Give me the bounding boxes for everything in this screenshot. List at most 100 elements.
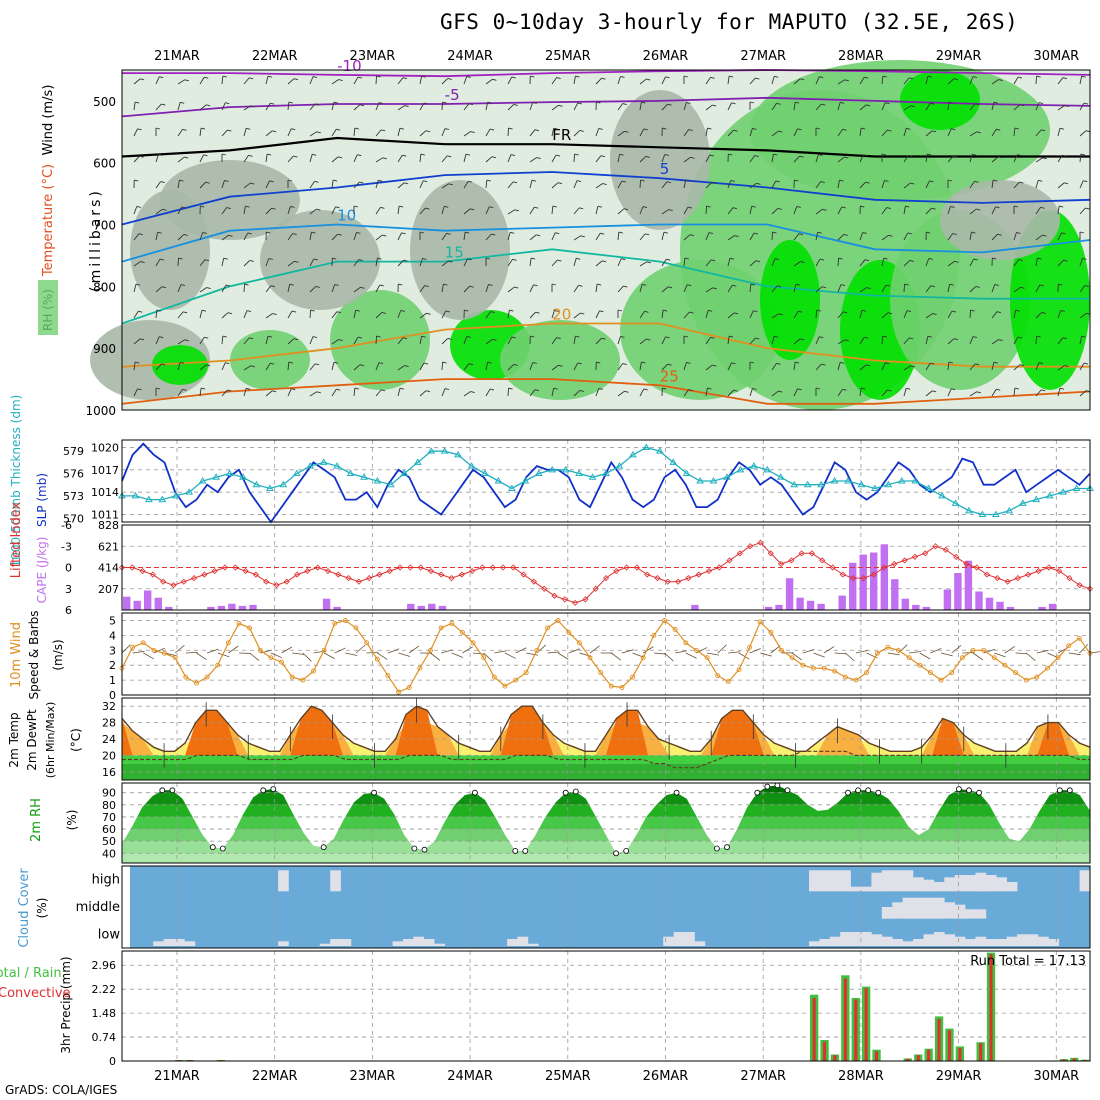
lifted-index-point	[180, 578, 187, 585]
wind-barb-flag	[663, 309, 668, 312]
wind-barb	[727, 336, 730, 345]
wind-barb	[881, 180, 885, 189]
wind-barb-flag	[270, 102, 275, 105]
wind-barb-10m	[643, 646, 654, 654]
wind-barb-flag	[795, 101, 800, 104]
wind-barb-flag	[973, 258, 978, 261]
wind-barb-flag	[201, 309, 207, 312]
rh-region	[610, 90, 710, 230]
wind-barb	[529, 234, 537, 241]
wind-barb-flag	[1060, 310, 1065, 312]
wind-barb	[793, 388, 798, 397]
wind-frame	[121, 612, 1091, 696]
wind-barb	[705, 154, 711, 163]
wind-barb-10m	[174, 644, 185, 654]
wind-barb-flag	[684, 257, 689, 260]
wind-barb-flag	[620, 75, 625, 78]
thickness-point	[1059, 488, 1067, 495]
wind-barb-flag	[816, 309, 821, 312]
wind-barb-flag	[621, 258, 626, 261]
wind-barb	[155, 232, 159, 241]
wind-barb	[529, 389, 536, 397]
wind-barb-flag	[1064, 182, 1069, 185]
rh-band	[122, 785, 1090, 793]
wind-speed-point	[342, 618, 348, 623]
wind-barb	[639, 206, 644, 215]
wind-barb	[639, 233, 646, 241]
wind-barb-10m	[281, 646, 293, 654]
wind-barb-flag	[399, 205, 404, 208]
wind-barb	[309, 336, 314, 345]
wind-barb-flag	[687, 206, 693, 209]
wind-barb	[331, 79, 339, 85]
thickness-point	[319, 458, 328, 465]
lifted-index-point	[808, 550, 816, 557]
wind-barb	[749, 310, 754, 319]
wind-barb	[309, 391, 318, 397]
wind-barb	[221, 362, 226, 371]
wind-barb	[881, 234, 889, 241]
pressure-tick-label: 1000	[85, 404, 116, 418]
cape-bar	[228, 603, 236, 610]
wind-speed-point	[364, 640, 370, 646]
wind-barb	[199, 76, 205, 85]
cloud-bar-low	[954, 936, 966, 946]
wind-barb-flag	[932, 313, 937, 315]
precip-convective-bar	[875, 1051, 879, 1061]
wind-speed-point	[289, 674, 295, 680]
wind-barb	[199, 364, 207, 371]
wind-barb	[903, 128, 907, 137]
wind-barb-flag	[423, 362, 429, 365]
wind-barb-flag	[1059, 387, 1065, 390]
wind-speed-point	[417, 665, 423, 671]
wind-barb	[881, 207, 888, 215]
thickness-point	[978, 510, 987, 518]
wind-barb-flag	[749, 101, 755, 104]
minmax-axis-label: (6hr Min/Max)	[44, 702, 57, 779]
wind-barb	[463, 258, 468, 267]
pressure-axis-label: (millibars)	[88, 188, 104, 292]
wind-barb-10m	[292, 652, 305, 655]
wind-barb-flag	[336, 128, 341, 131]
wind-barb	[221, 129, 228, 137]
cloud-bar-low	[840, 932, 851, 946]
lifted-index-point	[118, 564, 126, 571]
wind-barb-flag	[404, 182, 409, 185]
thickness-point	[266, 484, 274, 491]
wind-barb	[661, 258, 667, 267]
wind-barb-flag	[884, 179, 889, 182]
wind-speed-point	[1002, 662, 1008, 668]
wind-barb	[617, 103, 624, 111]
wind-barb-flag	[686, 101, 691, 104]
cloud-bar-low	[392, 941, 404, 946]
wind-barb	[749, 128, 753, 137]
wind-barb	[309, 208, 317, 215]
wind-barb-flag	[338, 156, 343, 159]
wind-barb-flag	[732, 284, 737, 287]
wind-barb-flag	[972, 153, 977, 156]
wind-barb	[463, 180, 469, 189]
wind-barb	[353, 127, 356, 137]
wind-barb	[1035, 75, 1038, 85]
wind-barb	[683, 206, 689, 215]
wind-barb	[837, 362, 841, 371]
cape-bar	[438, 605, 447, 610]
thickness-point	[992, 510, 1000, 518]
lifted-index-point	[304, 567, 311, 575]
wind-barb-flag	[992, 257, 997, 260]
wind-barb-flag	[951, 128, 956, 131]
temp-frame	[121, 697, 1091, 781]
wind-barb-flag	[315, 103, 320, 106]
wind-speed-point	[1045, 665, 1050, 671]
wind-barb-flag	[204, 76, 209, 79]
wind-barb-flag	[686, 361, 691, 364]
wind-barb	[661, 310, 664, 319]
lifted-index-point	[283, 578, 290, 585]
wind-unit-label: (m/s)	[51, 639, 65, 670]
wind-barb	[419, 336, 423, 345]
cloud-bar-high	[819, 870, 831, 892]
wind-barb-10m	[515, 647, 527, 654]
wind-barb-flag	[376, 335, 381, 338]
wind-barb	[331, 233, 338, 241]
cloud-bar-low	[1017, 934, 1028, 946]
